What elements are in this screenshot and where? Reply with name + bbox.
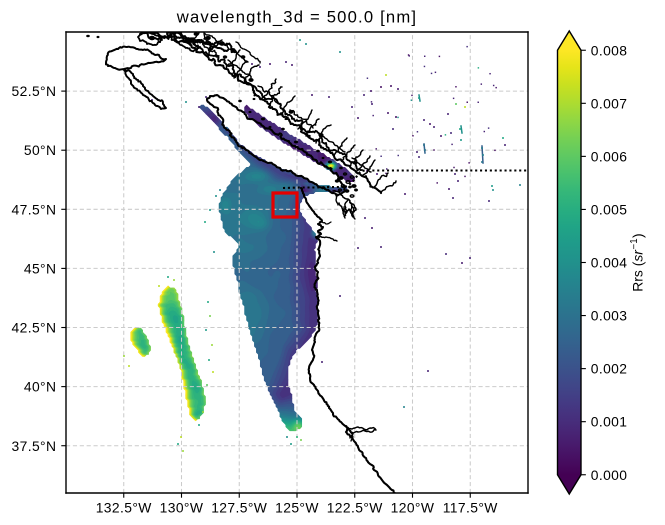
svg-text:52.5°N: 52.5°N	[11, 83, 56, 99]
svg-text:50°N: 50°N	[24, 142, 57, 158]
svg-text:47.5°N: 47.5°N	[11, 201, 56, 217]
svg-text:125°W: 125°W	[275, 500, 319, 516]
svg-text:0.002: 0.002	[591, 361, 628, 377]
svg-text:132.5°W: 132.5°W	[96, 500, 153, 516]
svg-text:0.004: 0.004	[591, 255, 628, 271]
svg-text:0.007: 0.007	[591, 95, 628, 111]
svg-text:122.5°W: 122.5°W	[327, 500, 384, 516]
svg-text:130°W: 130°W	[160, 500, 204, 516]
svg-text:42.5°N: 42.5°N	[11, 320, 56, 336]
svg-text:0.001: 0.001	[591, 414, 628, 430]
svg-text:wavelength_3d = 500.0 [nm]: wavelength_3d = 500.0 [nm]	[176, 7, 417, 26]
svg-text:R r s: R r s ( ) s r − 1	[617, 226, 647, 291]
svg-text:117.5°W: 117.5°W	[443, 500, 499, 516]
svg-text:0.005: 0.005	[591, 201, 628, 217]
svg-text:127.5°W: 127.5°W	[211, 500, 268, 516]
svg-text:0.006: 0.006	[591, 148, 628, 164]
svg-text:0.000: 0.000	[591, 467, 628, 483]
svg-text:37.5°N: 37.5°N	[11, 438, 56, 454]
svg-text:120°W: 120°W	[391, 500, 435, 516]
svg-text:0.003: 0.003	[591, 308, 628, 324]
svg-text:40°N: 40°N	[24, 379, 57, 395]
svg-text:0.008: 0.008	[591, 42, 628, 58]
svg-text:45°N: 45°N	[24, 260, 57, 276]
